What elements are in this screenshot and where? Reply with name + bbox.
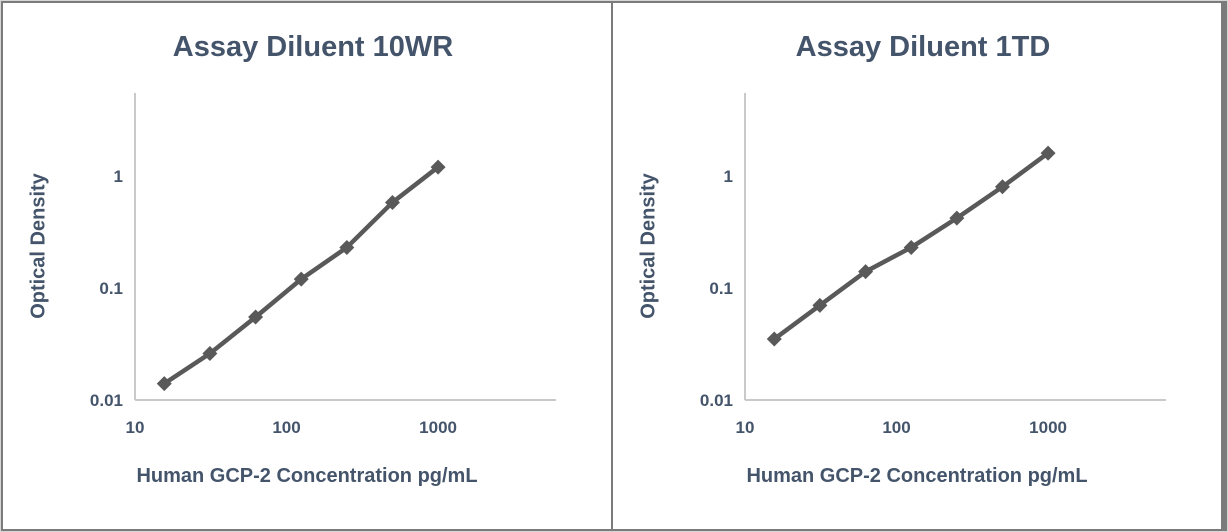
data-point-marker (766, 331, 782, 347)
plot-area-10wr: 0.01 0.1 1 10 100 1000 (90, 93, 556, 437)
y-tick-label: 0.1 (99, 279, 123, 298)
chart-title: Assay Diluent 1TD (795, 31, 1051, 63)
data-point-marker (293, 271, 309, 287)
chart-title: Assay Diluent 10WR (172, 31, 454, 63)
chart-panel-1td: Assay Diluent 1TD Optical Density 0.01 0.… (613, 3, 1221, 529)
data-point-marker (202, 346, 218, 362)
data-point-marker (430, 159, 446, 175)
data-point-marker (156, 376, 172, 392)
data-point-marker (903, 239, 919, 255)
x-tick-label: 100 (272, 418, 300, 437)
data-point-marker (339, 239, 355, 255)
y-tick-label: 0.01 (90, 391, 123, 410)
plot-area-1td: 0.01 0.1 1 10 100 1000 (700, 93, 1166, 437)
x-tick-label: 1000 (419, 418, 457, 437)
data-point-marker (949, 210, 965, 226)
x-axis-title: Human GCP-2 Concentration pg/mL (746, 465, 1088, 487)
chart-panel-10wr: Assay Diluent 10WR Optical Density 0.01 0… (3, 3, 611, 529)
x-tick-label: 10 (736, 418, 755, 437)
y-tick-label: 0.1 (709, 279, 733, 298)
panel-divider (611, 3, 613, 529)
data-point-marker (1040, 145, 1056, 161)
x-axis-title: Human GCP-2 Concentration pg/mL (136, 465, 478, 487)
x-tick-label: 100 (882, 418, 910, 437)
y-tick-label: 1 (114, 167, 123, 186)
y-tick-label: 1 (724, 167, 733, 186)
data-point-marker (248, 309, 264, 325)
data-point-marker (812, 297, 828, 313)
data-point-marker (384, 194, 400, 210)
data-point-marker (994, 179, 1010, 195)
x-tick-label: 10 (126, 418, 145, 437)
data-point-marker (858, 264, 874, 280)
x-tick-label: 1000 (1029, 418, 1067, 437)
y-tick-label: 0.01 (700, 391, 733, 410)
